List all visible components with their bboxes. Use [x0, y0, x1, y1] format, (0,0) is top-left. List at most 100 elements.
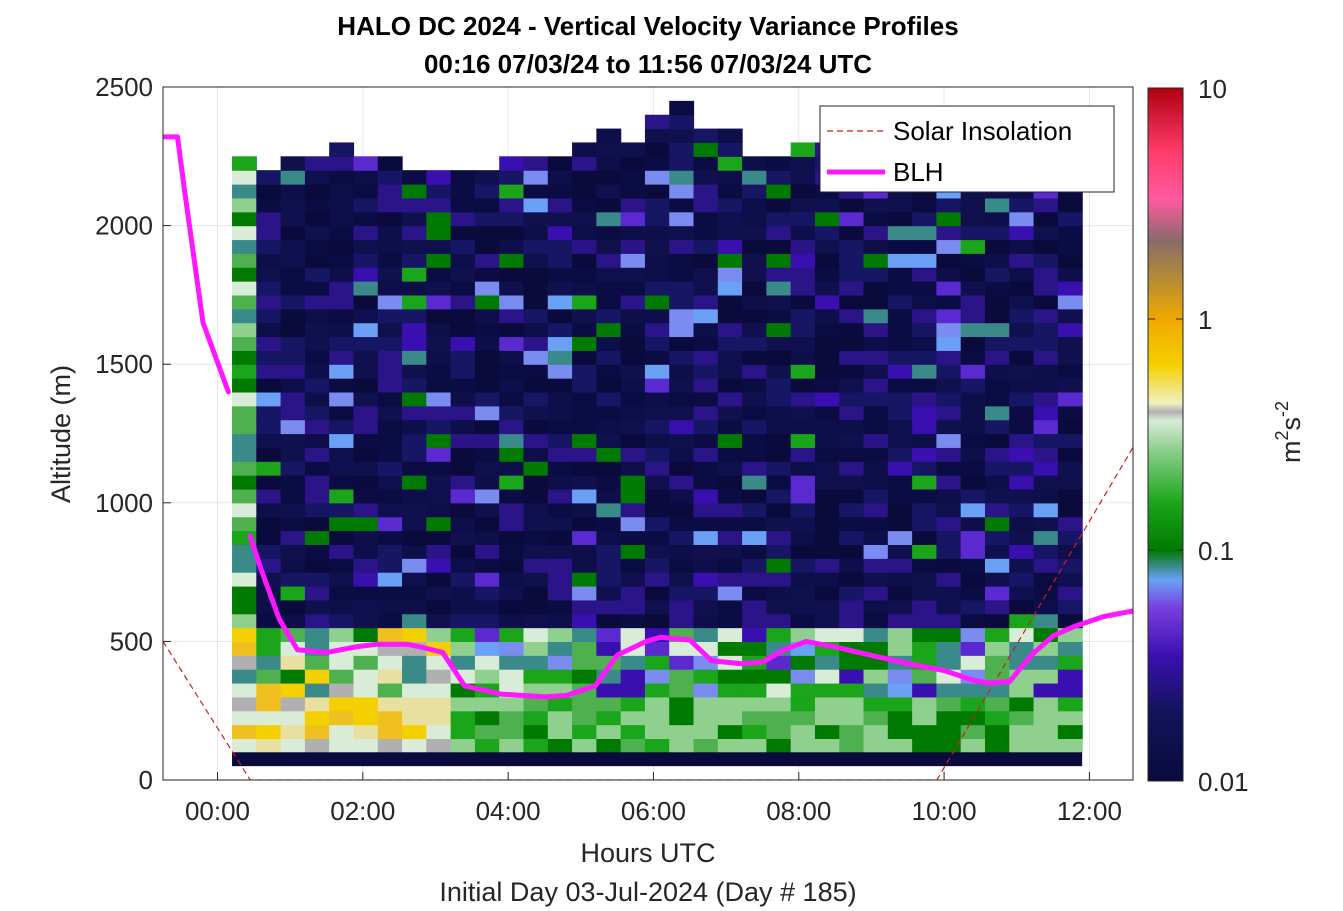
x-tick-label: 08:00 — [766, 796, 831, 826]
heatmap-cell — [304, 225, 330, 241]
heatmap-cell — [790, 599, 816, 615]
heatmap-cell — [523, 156, 549, 171]
heatmap-cell — [936, 350, 962, 365]
heatmap-cell — [717, 419, 743, 435]
heatmap-cell — [474, 613, 500, 629]
heatmap-cell — [960, 225, 986, 241]
heatmap-cell — [814, 599, 840, 615]
heatmap-cell — [839, 447, 865, 462]
heatmap-cell — [596, 475, 622, 490]
heatmap-cell — [644, 572, 670, 587]
heatmap-cell — [547, 599, 573, 615]
heatmap-cell — [717, 724, 743, 740]
heatmap-cell — [644, 599, 670, 615]
heatmap-cell — [790, 461, 816, 476]
heatmap-cell — [984, 447, 1010, 462]
heatmap-cell — [1057, 364, 1083, 379]
heatmap-cell — [669, 114, 695, 130]
heatmap-cell — [402, 239, 427, 254]
heatmap-cell — [353, 267, 379, 282]
heatmap-cell — [450, 267, 476, 282]
heatmap-cell — [329, 308, 355, 324]
heatmap-cell — [474, 488, 500, 504]
heatmap-cell — [304, 336, 330, 351]
heatmap-cell — [402, 322, 427, 338]
heatmap-cell — [377, 696, 403, 712]
heatmap-cell — [1057, 405, 1083, 421]
heatmap-cell — [256, 696, 282, 712]
heatmap-cell — [644, 142, 670, 157]
heatmap-cell — [329, 544, 355, 559]
heatmap-cell — [766, 447, 792, 462]
heatmap-cell — [426, 544, 452, 559]
heatmap-cell — [669, 350, 695, 365]
heatmap-cell — [353, 281, 379, 296]
heatmap-cell — [353, 225, 379, 241]
heatmap-cell — [1009, 682, 1035, 698]
heatmap-cell — [353, 502, 379, 518]
heatmap-cell — [474, 599, 500, 615]
heatmap-cell — [377, 627, 403, 642]
x-axis-ticks: 00:00 02:00 04:00 06:00 08:00 10:00 12:00 — [185, 772, 1122, 826]
heatmap-cell — [377, 211, 403, 227]
heatmap-cell — [232, 419, 257, 435]
heatmap-cell — [984, 225, 1010, 241]
heatmap-cell — [596, 682, 622, 698]
heatmap-cell — [644, 184, 670, 199]
heatmap-cell — [984, 488, 1010, 504]
heatmap-cell — [766, 184, 792, 199]
heatmap-cell — [669, 682, 695, 698]
heatmap-cell — [984, 738, 1010, 753]
heatmap-cell — [984, 281, 1010, 296]
heatmap-cell — [887, 433, 913, 448]
heatmap-cell — [693, 405, 719, 421]
heatmap-cell — [912, 558, 938, 573]
heatmap-cell — [377, 378, 403, 393]
heatmap-cell — [474, 419, 500, 435]
heatmap-cell — [450, 461, 476, 476]
heatmap-cell — [232, 627, 257, 642]
heatmap-cell — [839, 391, 865, 407]
heatmap-cell — [280, 738, 306, 753]
heatmap-cell — [329, 142, 355, 157]
heatmap-cell — [936, 308, 962, 324]
heatmap-cell — [693, 322, 719, 338]
heatmap-cell — [304, 669, 330, 684]
heatmap-cell — [256, 475, 282, 490]
heatmap-cell — [936, 447, 962, 462]
heatmap-cell — [572, 585, 597, 601]
heatmap-cell — [984, 682, 1010, 698]
heatmap-cell — [863, 585, 889, 601]
heatmap-cell — [790, 142, 816, 157]
heatmap-cell — [1033, 599, 1059, 615]
heatmap-cell — [426, 391, 452, 407]
heatmap-cell — [742, 184, 767, 199]
heatmap-cell — [499, 724, 525, 740]
heatmap-cell — [402, 488, 427, 504]
heatmap-cell — [547, 738, 573, 753]
heatmap-cell — [572, 558, 597, 573]
heatmap-cell — [474, 170, 500, 185]
heatmap-cell — [717, 696, 743, 712]
heatmap-cell — [742, 530, 767, 545]
heatmap-cell — [863, 696, 889, 712]
heatmap-cell — [329, 336, 355, 351]
heatmap-cell — [329, 391, 355, 407]
heatmap-cell — [474, 627, 500, 642]
colorbar-label-mid: s — [1276, 417, 1306, 431]
heatmap-cell — [232, 738, 257, 753]
heatmap-cell — [1057, 336, 1083, 351]
heatmap-cell — [814, 419, 840, 435]
heatmap-cell — [329, 724, 355, 740]
heatmap-cell — [596, 530, 622, 545]
heatmap-cell — [450, 239, 476, 254]
heatmap-cell — [232, 682, 257, 698]
heatmap-cell — [596, 350, 622, 365]
heatmap-cell — [304, 239, 330, 254]
heatmap-cell — [669, 710, 695, 726]
heatmap-cell — [814, 281, 840, 296]
heatmap-cell — [232, 655, 257, 670]
heatmap-cell — [523, 197, 549, 213]
heatmap-cell — [790, 308, 816, 324]
heatmap-cell — [693, 308, 719, 324]
